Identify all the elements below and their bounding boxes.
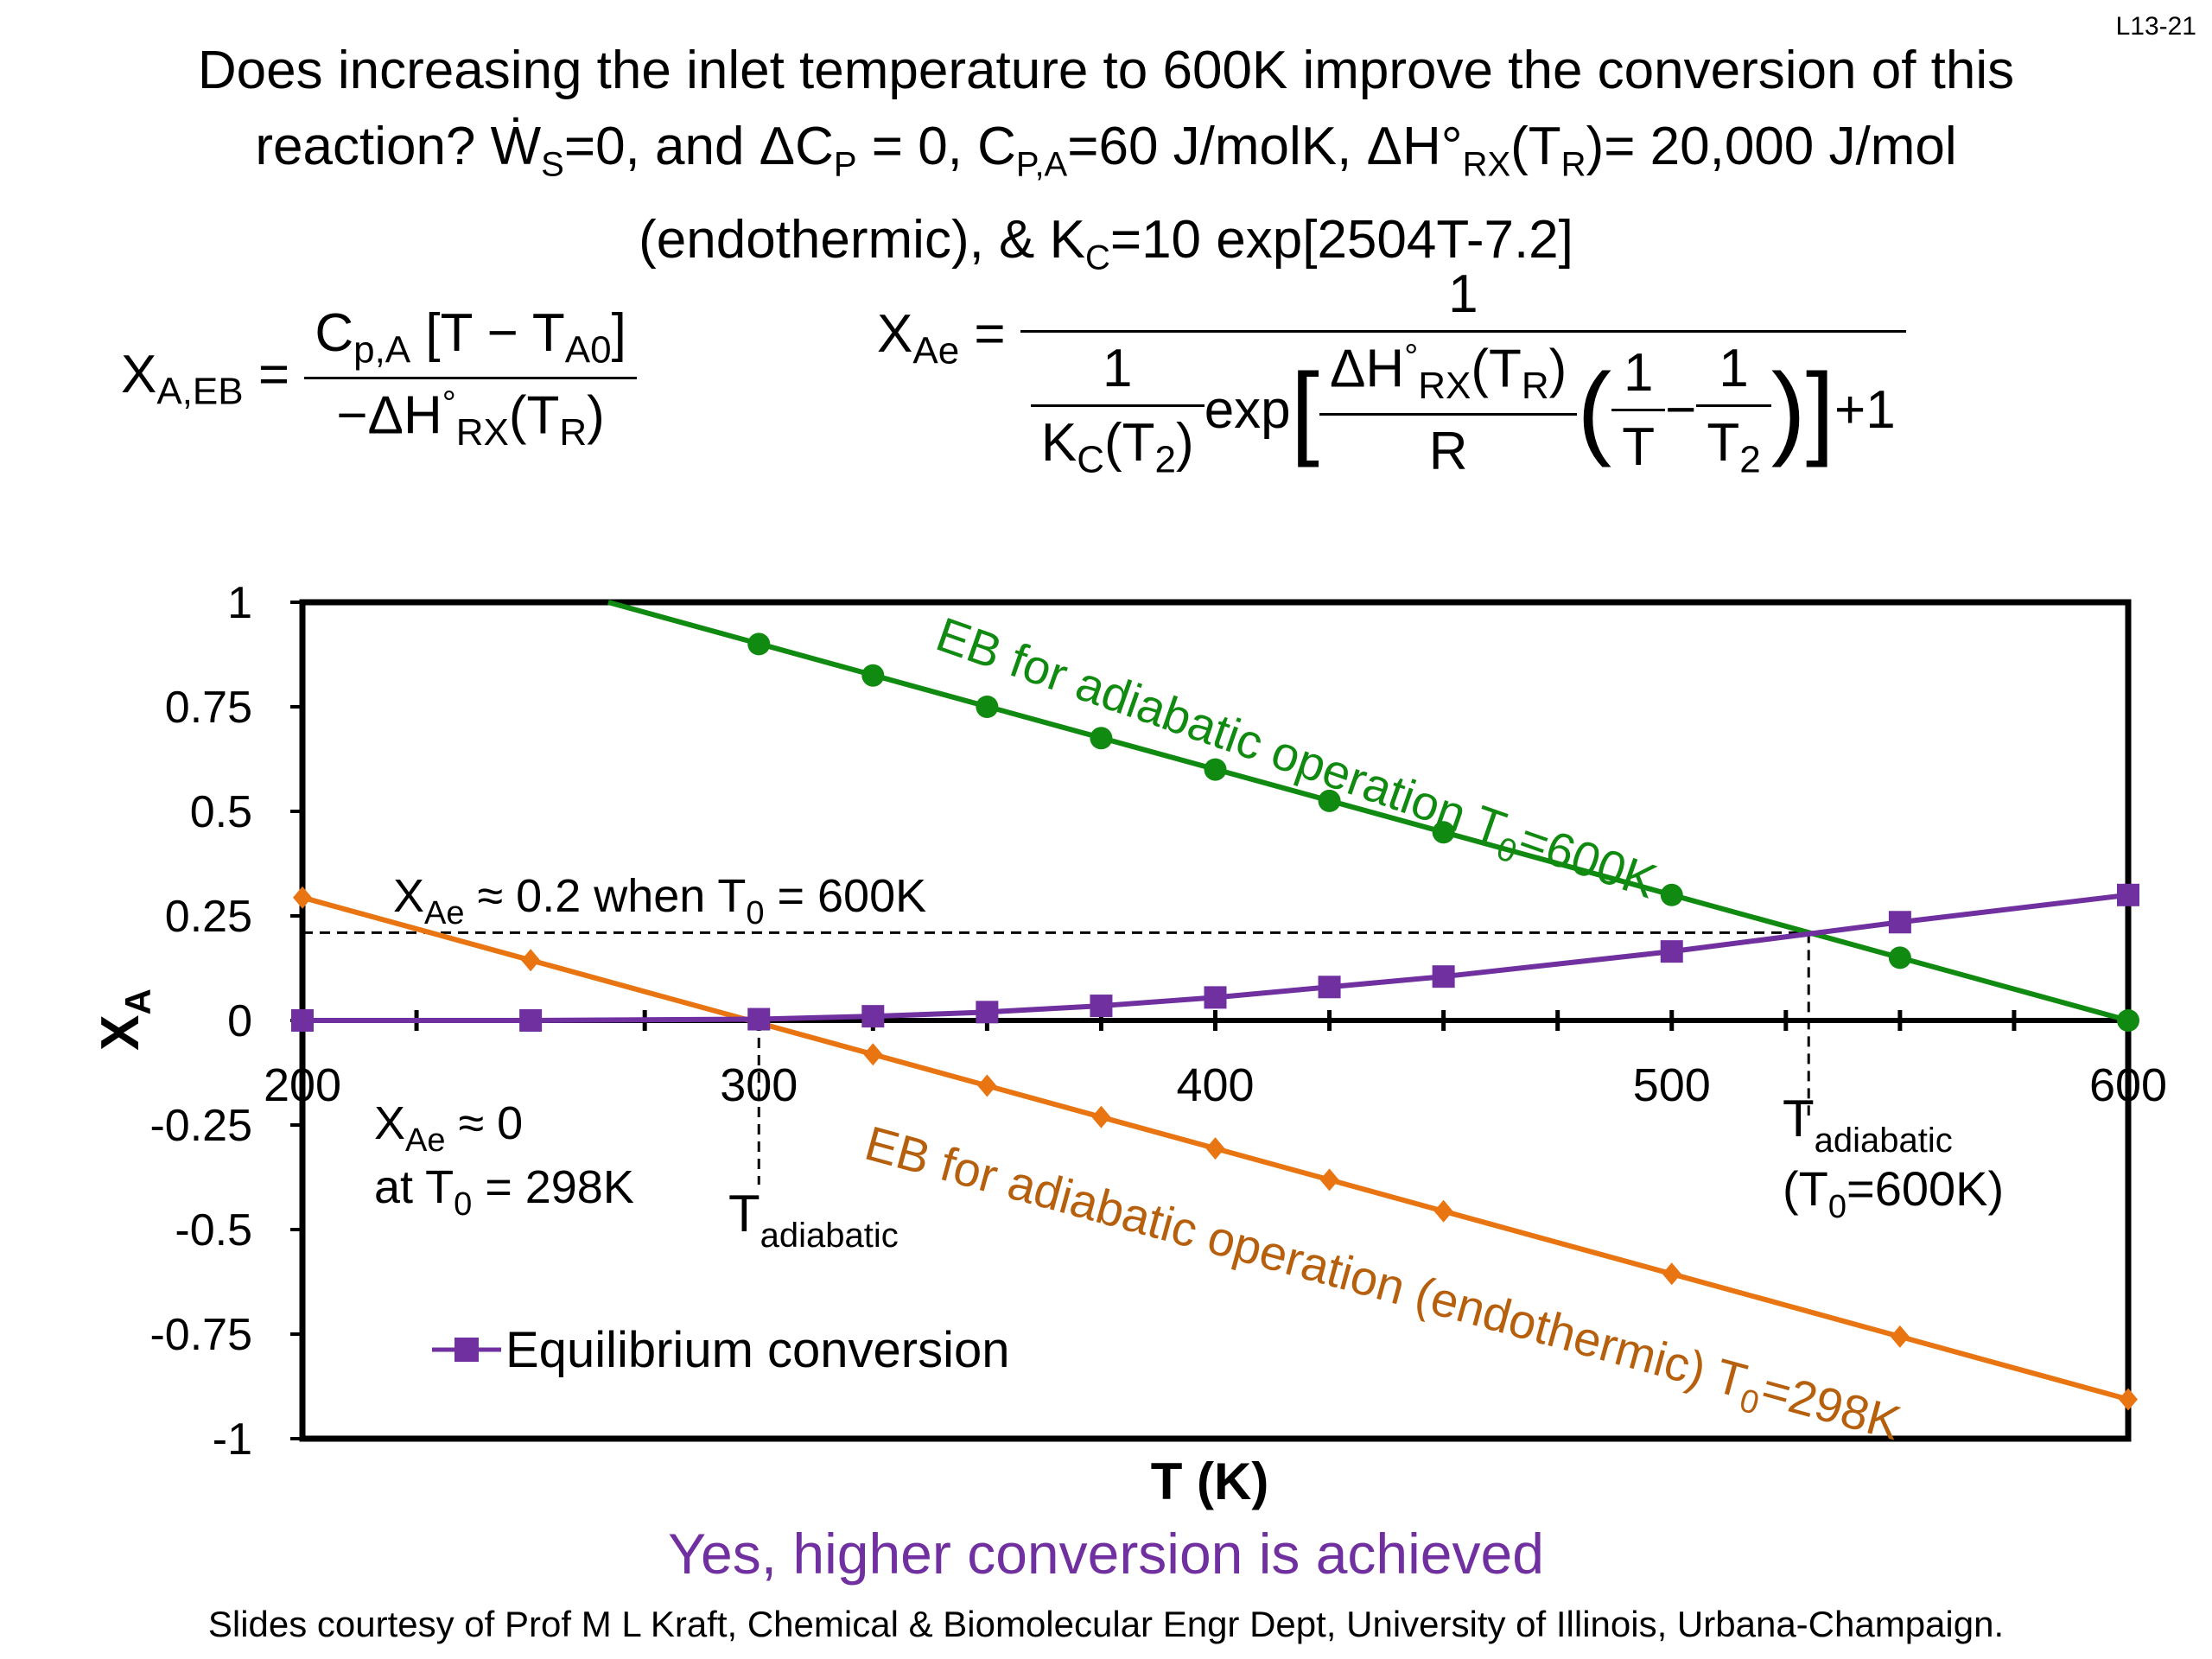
- series-line: [302, 892, 2129, 1023]
- y-tick-label: 0.5: [190, 787, 252, 837]
- y-tick-label: 1: [227, 578, 252, 628]
- legend-marker: [454, 1338, 479, 1362]
- y-tick-label: 0: [227, 996, 252, 1046]
- equilibrium-equation: XAe = 1 1 KC(T2) exp[ΔH°RX(TR) R(1 T −1 T2)]+1: [877, 264, 1906, 482]
- series-line: [607, 600, 2129, 1023]
- data-point: [1204, 758, 1227, 781]
- x-tick-label: 200: [264, 1059, 341, 1111]
- data-point: [1432, 821, 1455, 844]
- data-point: [1091, 1105, 1111, 1128]
- t-adiabatic-600-label: Tadiabatic: [1783, 1090, 1953, 1160]
- y-tick-label: 0.75: [165, 683, 252, 733]
- data-point: [861, 1005, 885, 1028]
- energy-balance-equation: XA,EB = Cp,A [T − TA0] −ΔH°RX(TR): [121, 302, 637, 454]
- legend-label: Equilibrium conversion: [505, 1322, 1009, 1378]
- data-point: [519, 1009, 543, 1032]
- slide-title: Does increasing the inlet temperature to…: [0, 33, 2212, 296]
- data-point: [1660, 883, 1683, 906]
- data-point: [863, 1043, 883, 1066]
- data-point: [2117, 1009, 2139, 1032]
- title-line-2: reaction? ẆS=0, and ΔCP = 0, CP,A=60 J/m…: [255, 117, 1957, 184]
- data-point: [293, 886, 312, 909]
- y-axis-title: XA: [91, 988, 158, 1051]
- y-tick-label: 0.25: [165, 892, 252, 942]
- data-point: [1888, 946, 1911, 969]
- x-tick-label: 300: [720, 1059, 798, 1111]
- xae-600-annotation: XAe ≈ 0.2 when T0 = 600K: [393, 870, 926, 931]
- conclusion-text: Yes, higher conversion is achieved: [668, 1522, 1544, 1586]
- title-line-3: (endothermic), & KC=10 exp[2504T-7.2]: [639, 210, 1573, 277]
- data-point: [1318, 976, 1341, 999]
- series-square: [291, 883, 2139, 1032]
- data-point: [1204, 986, 1227, 1009]
- x-axis-title: T (K): [1151, 1452, 1269, 1510]
- y-tick-label: -0.5: [175, 1205, 252, 1255]
- data-point: [521, 949, 541, 972]
- data-point: [976, 696, 999, 718]
- title-line-1: Does increasing the inlet temperature to…: [197, 41, 2015, 100]
- series-layer: [291, 600, 2139, 1411]
- legend: Equilibrium conversion: [432, 1322, 1009, 1378]
- data-point: [1432, 965, 1455, 988]
- data-point: [291, 1009, 314, 1032]
- y-tick-label: -1: [213, 1414, 252, 1465]
- series-circle: [607, 600, 2139, 1032]
- x-tick-label: 600: [2089, 1059, 2167, 1111]
- data-point: [1090, 995, 1113, 1018]
- data-point: [1890, 1325, 1910, 1348]
- data-point: [747, 1007, 771, 1031]
- t0-600-label: (T0=600K): [1783, 1161, 2004, 1225]
- xae-0-annotation: XAe ≈ 0: [374, 1097, 523, 1159]
- data-point: [1660, 940, 1683, 963]
- data-point: [977, 1074, 997, 1097]
- data-point: [747, 632, 771, 656]
- data-point: [1319, 1168, 1339, 1192]
- y-tick-label: -0.75: [149, 1310, 252, 1360]
- green-series-label: EB for adiabatic operation T0=600K: [926, 607, 1663, 918]
- data-point: [2119, 1388, 2138, 1411]
- data-point: [1662, 1262, 1681, 1286]
- data-point: [1433, 1199, 1453, 1223]
- y-tick-labels: 1 0.75 0.5 0.25 0 -0.25 -0.5 -0.75 -1: [149, 578, 252, 1465]
- at-298-annotation: at T0 = 298K: [374, 1161, 634, 1223]
- credit-text: Slides courtesy of Prof M L Kraft, Chemi…: [207, 1604, 2005, 1644]
- x-tick-labels: 200 300 400 500 600: [264, 1059, 2167, 1111]
- data-point: [1090, 727, 1113, 750]
- slide-number: L13-21: [2115, 12, 2196, 41]
- data-point: [1888, 911, 1911, 934]
- orange-series-label: EB for adiabatic operation (endothermic)…: [857, 1116, 1906, 1459]
- data-point: [1318, 789, 1341, 812]
- data-point: [1205, 1137, 1225, 1160]
- data-point: [976, 1001, 999, 1024]
- data-point: [2117, 883, 2139, 906]
- data-point: [861, 664, 885, 687]
- y-tick-label: -0.25: [149, 1101, 252, 1151]
- x-tick-label: 500: [1633, 1059, 1711, 1111]
- t-adiabatic-298-label: Tadiabatic: [728, 1185, 899, 1255]
- x-tick-label: 400: [1176, 1059, 1254, 1111]
